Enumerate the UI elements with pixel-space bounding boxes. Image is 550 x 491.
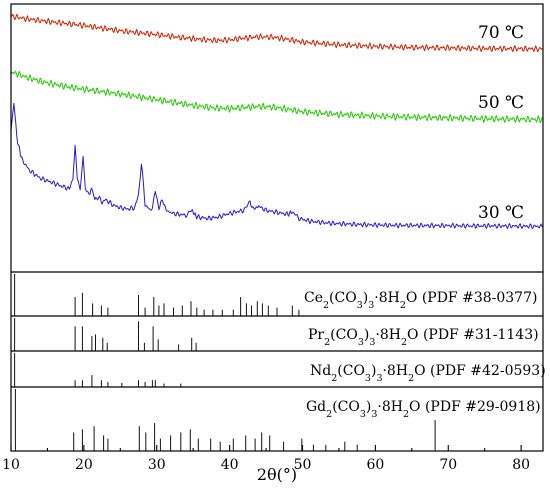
x-tick-label: 50 [294, 457, 312, 473]
reference-pattern-4: Gd2(CO3)3·8H2O (PDF #29-0918) [14, 389, 541, 451]
x-tick-label: 10 [2, 457, 20, 473]
temperature-labels: 70 ℃ 50 ℃ 30 ℃ [478, 23, 524, 223]
reference-pattern-3: Nd2(CO3)3·8H2O (PDF #42-0593) [14, 353, 546, 387]
series-layer [10, 13, 544, 229]
reference-label-2: Pr2(CO3)3·8H2O (PDF #31-1143) [308, 327, 539, 348]
reference-pattern-1: Ce2(CO3)3·8H2O (PDF #38-0377) [14, 274, 537, 316]
reference-label-1: Ce2(CO3)3·8H2O (PDF #38-0377) [304, 290, 537, 311]
series-line-1 [10, 13, 544, 53]
reference-patterns: Ce2(CO3)3·8H2O (PDF #38-0377) Pr2(CO3)3·8… [14, 274, 546, 451]
x-tick-label: 60 [366, 457, 384, 473]
temperature-label-2: 50 ℃ [478, 93, 524, 113]
series-line-2 [10, 70, 544, 124]
x-tick-label: 80 [512, 457, 530, 473]
reference-label-3: Nd2(CO3)3·8H2O (PDF #42-0593) [310, 363, 546, 384]
x-tick-label: 40 [221, 457, 239, 473]
reference-label-4: Gd2(CO3)3·8H2O (PDF #29-0918) [306, 399, 541, 420]
x-tick-label: 70 [439, 457, 457, 473]
x-axis: 10 20 30 40 50 60 70 80 2θ(°) [2, 445, 530, 484]
x-tick-label: 20 [75, 457, 93, 473]
reference-pattern-2: Pr2(CO3)3·8H2O (PDF #31-1143) [14, 318, 539, 351]
series-line-3 [10, 102, 544, 229]
x-axis-label: 2θ(°) [257, 465, 297, 484]
x-tick-label: 30 [148, 457, 166, 473]
temperature-label-1: 70 ℃ [478, 23, 524, 43]
plot-frame [10, 3, 544, 452]
chart-frame [10, 3, 544, 452]
temperature-label-3: 30 ℃ [478, 203, 524, 223]
